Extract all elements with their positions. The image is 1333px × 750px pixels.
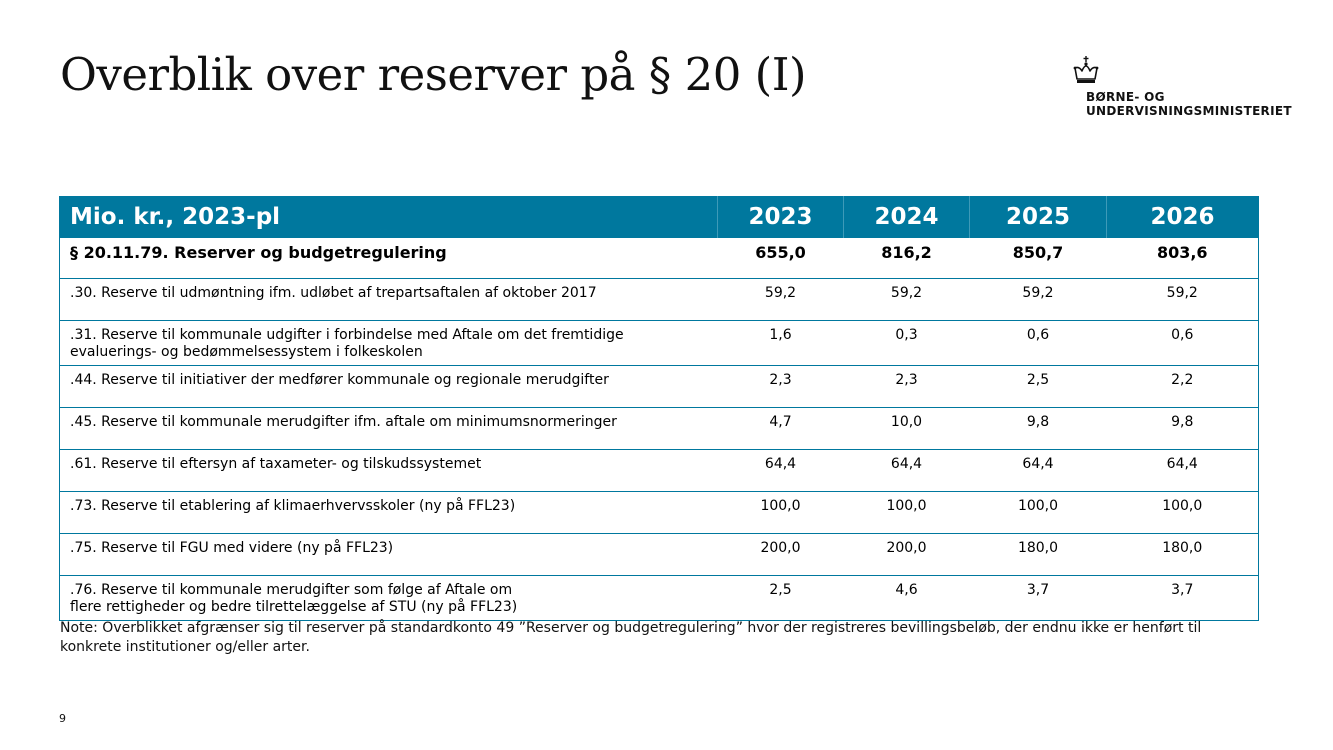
row-value: 0,6 [1106, 320, 1259, 366]
row-value: 10,0 [843, 407, 970, 450]
row-value: 100,0 [969, 491, 1107, 534]
table-row: .73. Reserve til etablering af klimaerhv… [59, 491, 1259, 534]
page-title: Overblik over reserver på § 20 (I) [60, 48, 807, 101]
table-note: Note: Overblikket afgrænser sig til rese… [60, 620, 1202, 655]
row-label: .76. Reserve til kommunale merudgifter s… [59, 575, 718, 621]
row-value: 1,6 [717, 320, 844, 366]
row-value: 100,0 [717, 491, 844, 534]
table-total-row: § 20.11.79. Reserver og budgetregulering… [59, 238, 1259, 279]
row-value: 64,4 [717, 449, 844, 492]
ministry-logo: BØRNE- OG UNDERVISNINGSMINISTERIET [1068, 55, 1292, 125]
row-value: 59,2 [717, 278, 844, 321]
header-unit: Mio. kr., 2023-pl [59, 196, 718, 238]
row-value: 9,8 [969, 407, 1107, 450]
row-value: 59,2 [969, 278, 1107, 321]
row-value: 100,0 [1106, 491, 1259, 534]
table-header-row: Mio. kr., 2023-pl 2023 2024 2025 2026 [59, 196, 1259, 238]
row-value: 2,5 [717, 575, 844, 621]
row-value: 4,7 [717, 407, 844, 450]
row-label: § 20.11.79. Reserver og budgetregulering [59, 238, 718, 279]
row-value: 59,2 [843, 278, 970, 321]
row-label: .44. Reserve til initiativer der medføre… [59, 365, 718, 408]
row-value: 803,6 [1106, 238, 1259, 279]
header-year: 2023 [717, 196, 844, 238]
row-value: 180,0 [1106, 533, 1259, 576]
logo-text-line1: BØRNE- OG [1086, 90, 1165, 104]
table-row: .76. Reserve til kommunale merudgifter s… [59, 575, 1259, 621]
row-value: 100,0 [843, 491, 970, 534]
row-value: 0,3 [843, 320, 970, 366]
row-value: 2,5 [969, 365, 1107, 408]
logo-text-line2: UNDERVISNINGSMINISTERIET [1086, 104, 1292, 118]
row-value: 3,7 [969, 575, 1107, 621]
row-value: 850,7 [969, 238, 1107, 279]
row-label: .75. Reserve til FGU med videre (ny på F… [59, 533, 718, 576]
row-value: 64,4 [1106, 449, 1259, 492]
row-value: 200,0 [843, 533, 970, 576]
page-number: 9 [59, 712, 66, 725]
table-row: .31. Reserve til kommunale udgifter i fo… [59, 320, 1259, 366]
row-label: .30. Reserve til udmøntning ifm. udløbet… [59, 278, 718, 321]
row-value: 4,6 [843, 575, 970, 621]
row-value: 2,2 [1106, 365, 1259, 408]
row-value: 2,3 [843, 365, 970, 408]
reserves-table: Mio. kr., 2023-pl 2023 2024 2025 2026 § … [59, 196, 1259, 621]
table-row: .75. Reserve til FGU med videre (ny på F… [59, 533, 1259, 576]
crown-icon [1073, 56, 1099, 83]
table-row: .61. Reserve til eftersyn af taxameter- … [59, 449, 1259, 492]
row-value: 816,2 [843, 238, 970, 279]
row-value: 9,8 [1106, 407, 1259, 450]
header-year: 2024 [843, 196, 970, 238]
table-row: .44. Reserve til initiativer der medføre… [59, 365, 1259, 408]
row-value: 0,6 [969, 320, 1107, 366]
row-label: .31. Reserve til kommunale udgifter i fo… [59, 320, 718, 366]
row-value: 64,4 [843, 449, 970, 492]
row-label: .45. Reserve til kommunale merudgifter i… [59, 407, 718, 450]
row-value: 64,4 [969, 449, 1107, 492]
row-value: 655,0 [717, 238, 844, 279]
row-value: 180,0 [969, 533, 1107, 576]
header-year: 2026 [1106, 196, 1259, 238]
row-value: 2,3 [717, 365, 844, 408]
table-row: .45. Reserve til kommunale merudgifter i… [59, 407, 1259, 450]
row-value: 200,0 [717, 533, 844, 576]
row-label: .61. Reserve til eftersyn af taxameter- … [59, 449, 718, 492]
row-value: 3,7 [1106, 575, 1259, 621]
table-row: .30. Reserve til udmøntning ifm. udløbet… [59, 278, 1259, 321]
header-year: 2025 [969, 196, 1107, 238]
row-label: .73. Reserve til etablering af klimaerhv… [59, 491, 718, 534]
row-value: 59,2 [1106, 278, 1259, 321]
